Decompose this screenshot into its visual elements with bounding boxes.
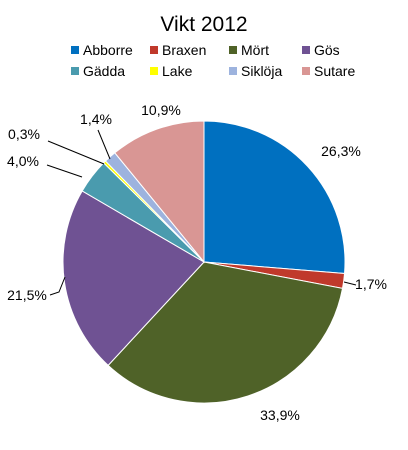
pie-slice-sutare <box>114 120 205 264</box>
legend-swatch <box>302 46 310 54</box>
leader-line-gos <box>49 276 66 296</box>
data-label-braxen: 1,7% <box>355 276 387 292</box>
data-label-lake: 0,3% <box>8 126 40 142</box>
leader-line-braxen <box>343 281 357 286</box>
legend-swatch <box>150 67 158 75</box>
data-label-mort: 33,9% <box>260 407 300 423</box>
legend-item-sutare: Sutare <box>302 63 355 79</box>
pie-slice-abborre <box>203 120 346 275</box>
legend-item-gadda: Gädda <box>71 63 125 79</box>
data-label-abborre: 26,3% <box>321 143 361 159</box>
legend-swatch <box>229 67 237 75</box>
leader-line-lake <box>47 140 105 165</box>
leader-line-gadda <box>46 164 83 178</box>
legend-swatch <box>229 46 237 54</box>
legend: Abborre Braxen Mört Gös Gädda Lake Siklöja Suta… <box>71 42 355 79</box>
legend-item-braxen: Braxen <box>150 42 206 58</box>
data-label-sikloja: 1,4% <box>80 111 112 127</box>
legend-item-gos: Gös <box>302 42 340 58</box>
data-label-gos: 21,5% <box>7 287 47 303</box>
legend-swatch <box>150 46 158 54</box>
legend-item-lake: Lake <box>150 63 193 79</box>
legend-swatch <box>71 46 79 54</box>
legend-label: Siklöja <box>241 63 282 79</box>
pie-slice-mort <box>107 261 344 404</box>
legend-item-abborre: Abborre <box>71 42 133 58</box>
data-label-gadda: 4,0% <box>7 153 39 169</box>
legend-label: Gös <box>314 42 340 58</box>
legend-label: Sutare <box>314 63 355 79</box>
legend-label: Braxen <box>162 42 206 58</box>
legend-label: Mört <box>241 42 269 58</box>
legend-label: Gädda <box>83 63 125 79</box>
legend-label: Lake <box>162 63 193 79</box>
legend-swatch <box>71 67 79 75</box>
leader-lines <box>46 129 357 296</box>
legend-item-sikloja: Siklöja <box>229 63 282 79</box>
legend-swatch <box>302 67 310 75</box>
chart-title: Vikt 2012 <box>160 13 247 36</box>
data-labels: 26,3% 1,7% 33,9% 21,5% 4,0% 0,3% 1,4% 10,9% <box>7 102 387 423</box>
legend-label: Abborre <box>83 42 133 58</box>
legend-item-mort: Mört <box>229 42 269 58</box>
pie-slices <box>62 120 346 404</box>
pie-slice-gos <box>62 190 205 367</box>
data-label-sutare: 10,9% <box>141 102 181 118</box>
leader-line-sikloja <box>97 129 111 160</box>
